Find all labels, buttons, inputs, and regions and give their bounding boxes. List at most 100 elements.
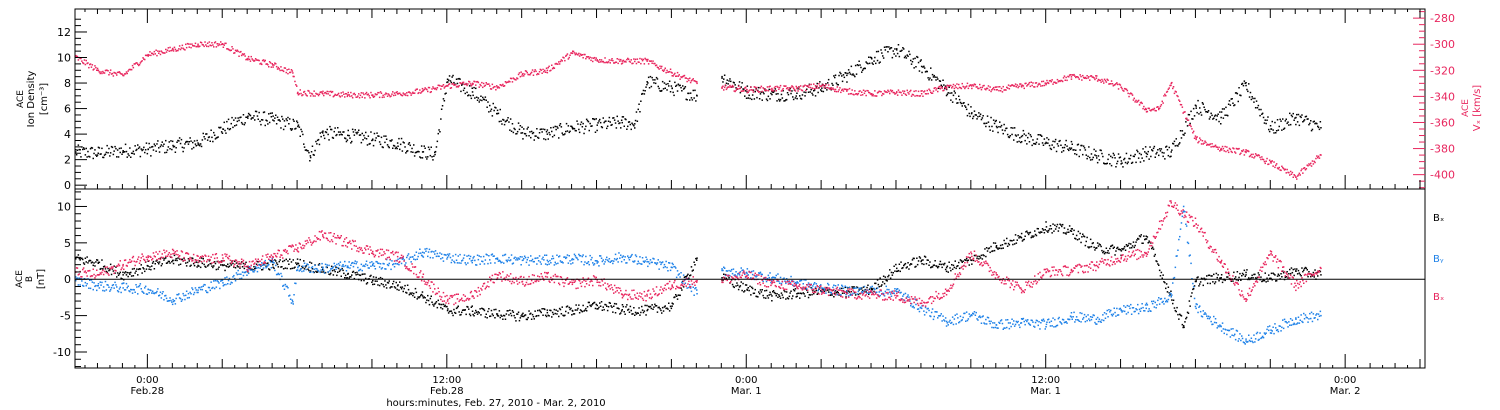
magnetic-field-point (216, 260, 218, 263)
velocity-point (475, 81, 478, 83)
velocity-point (84, 63, 87, 66)
magnetic-field-point (165, 257, 167, 259)
velocity-point (147, 55, 149, 57)
magnetic-field-point (538, 309, 541, 311)
velocity-point (89, 63, 91, 66)
magnetic-field-point (451, 312, 453, 314)
magnetic-field-point (175, 257, 177, 260)
velocity-point (337, 93, 339, 96)
velocity-point (309, 95, 312, 97)
velocity-point (181, 44, 184, 47)
ion-density-point (1051, 144, 1053, 146)
magnetic-field-point (143, 292, 145, 294)
magnetic-field-point (107, 284, 109, 286)
ion-density-point (1023, 133, 1025, 135)
ion-density-point (758, 98, 761, 100)
ion-density-point (1237, 100, 1239, 103)
magnetic-field-point (118, 273, 121, 275)
velocity-point (982, 85, 984, 87)
velocity-point (783, 85, 785, 87)
ion-density-value-point (1245, 84, 1247, 87)
ion-density-point (1225, 106, 1227, 109)
velocity-point (642, 58, 645, 61)
ion-density-point (452, 74, 454, 77)
ion-density-point (543, 138, 545, 140)
magnetic-field-point (1029, 231, 1032, 234)
velocity-point (245, 58, 247, 61)
magnetic-field-point (284, 267, 287, 269)
ion-density-point (190, 140, 192, 142)
ion-density-point (92, 157, 94, 160)
ion-density-point (923, 67, 926, 69)
velocity-point (309, 92, 311, 94)
magnetic-field-point (966, 260, 969, 262)
magnetic-field-point (1129, 247, 1131, 249)
velocity-point (856, 93, 859, 96)
velocity-value-point (846, 90, 848, 92)
velocity-point (568, 56, 570, 59)
magnetic-field-point (421, 291, 424, 293)
ion-density-point (486, 106, 488, 108)
magnetic-field-point (103, 290, 106, 292)
magnetic-field-point (1293, 274, 1295, 277)
velocity-point (344, 93, 347, 95)
ion-density-point (930, 67, 932, 69)
ion-density-point (446, 81, 448, 84)
ion-density-point (510, 130, 513, 132)
ion-density-point (1210, 112, 1212, 115)
velocity-point (968, 85, 970, 87)
velocity-point (424, 87, 426, 89)
ion-density-point (1113, 154, 1115, 156)
ion-density-point (207, 136, 210, 139)
velocity-point (211, 42, 213, 44)
magnetic-field-point (117, 274, 120, 276)
ion-density-point (163, 143, 165, 145)
magnetic-field-point (1202, 284, 1204, 287)
magnetic-field-point (731, 283, 734, 286)
ion-density-point (1312, 121, 1315, 123)
velocity-point (163, 52, 165, 54)
magnetic-field-point (788, 295, 791, 298)
velocity-point (847, 93, 850, 95)
ion-density-point (795, 95, 797, 97)
magnetic-field-point (540, 311, 542, 314)
magnetic-field-point (1164, 281, 1166, 284)
magnetic-field-point (161, 263, 163, 265)
ion-density-point (1053, 146, 1055, 149)
ion-density-point (589, 122, 591, 125)
ion-density-point (613, 117, 615, 119)
magnetic-field-point (127, 285, 129, 287)
velocity-point (1195, 137, 1197, 139)
velocity-point (893, 91, 895, 94)
ion-density-point (302, 133, 304, 136)
velocity-point (1293, 174, 1295, 176)
ion-density-point (489, 104, 491, 107)
ion-density-point (317, 138, 320, 141)
velocity-point (1283, 169, 1286, 171)
magnetic-field-point (350, 264, 352, 266)
velocity-point (180, 47, 183, 49)
magnetic-field-point (828, 288, 831, 291)
magnetic-field-point (961, 261, 963, 263)
velocity-point (794, 90, 797, 92)
ion-density-point (1203, 106, 1205, 108)
magnetic-field-point (189, 265, 191, 267)
magnetic-field-point (334, 270, 336, 273)
magnetic-field-value-point (1020, 237, 1023, 239)
velocity-point (782, 88, 784, 90)
velocity-point (282, 70, 285, 73)
magnetic-field-point (355, 274, 357, 276)
velocity-point (82, 62, 84, 64)
ion-density-point (894, 48, 896, 50)
magnetic-field-point (137, 268, 140, 271)
magnetic-field-point (1036, 227, 1039, 230)
velocity-point (958, 86, 961, 89)
ion-density-point (568, 131, 570, 134)
velocity-point (1013, 85, 1016, 87)
magnetic-field-point (952, 264, 955, 267)
magnetic-field-point (287, 260, 289, 262)
magnetic-field-point (1053, 230, 1055, 232)
velocity-point (113, 71, 115, 74)
magnetic-field-point (138, 268, 141, 270)
ion-density-point (357, 131, 359, 133)
